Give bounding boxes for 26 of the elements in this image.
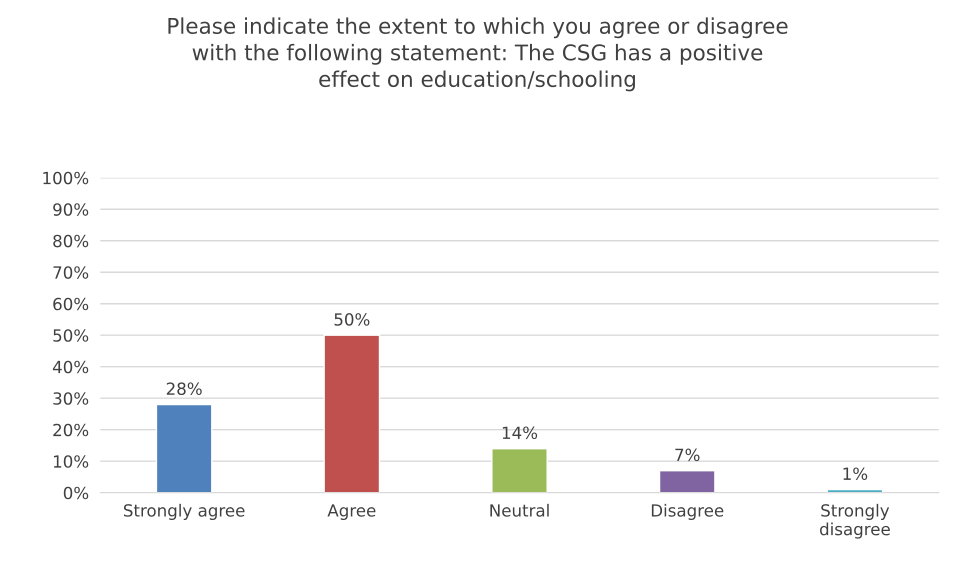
y-tick-label: 80% bbox=[53, 234, 88, 248]
bar bbox=[323, 334, 380, 493]
y-tick-label: 60% bbox=[53, 298, 88, 310]
x-tick-label: Strongly disagree bbox=[820, 504, 890, 539]
data-label: 28% bbox=[166, 382, 202, 396]
bar bbox=[491, 448, 548, 493]
bar bbox=[156, 404, 212, 493]
y-tick-label: 20% bbox=[53, 424, 88, 436]
y-tick-label: 70% bbox=[53, 266, 88, 279]
chart-title: Please indicate the extent to which you agree or disagree with the following statement: The CSG has a positive effect on education/schooling bbox=[168, 17, 788, 92]
data-label: 14% bbox=[502, 426, 538, 440]
y-tick-label: 50% bbox=[53, 329, 88, 342]
y-tick-label: 40% bbox=[52, 360, 88, 374]
data-label: 1% bbox=[844, 467, 868, 480]
data-label: 7% bbox=[675, 448, 700, 462]
x-tick-label: Neutral bbox=[490, 504, 549, 517]
x-tick-label: Strongly agree bbox=[124, 504, 244, 520]
y-tick-label: 30% bbox=[53, 392, 88, 405]
bar bbox=[658, 470, 716, 493]
y-tick-label: 100% bbox=[43, 172, 88, 184]
data-label: 50% bbox=[334, 313, 370, 326]
x-tick-label: Disagree bbox=[652, 504, 724, 520]
x-tick-label: Agree bbox=[327, 504, 376, 520]
y-tick-label: 10% bbox=[54, 455, 88, 468]
y-tick-label: 90% bbox=[53, 203, 88, 216]
y-tick-label: 0% bbox=[64, 486, 88, 500]
